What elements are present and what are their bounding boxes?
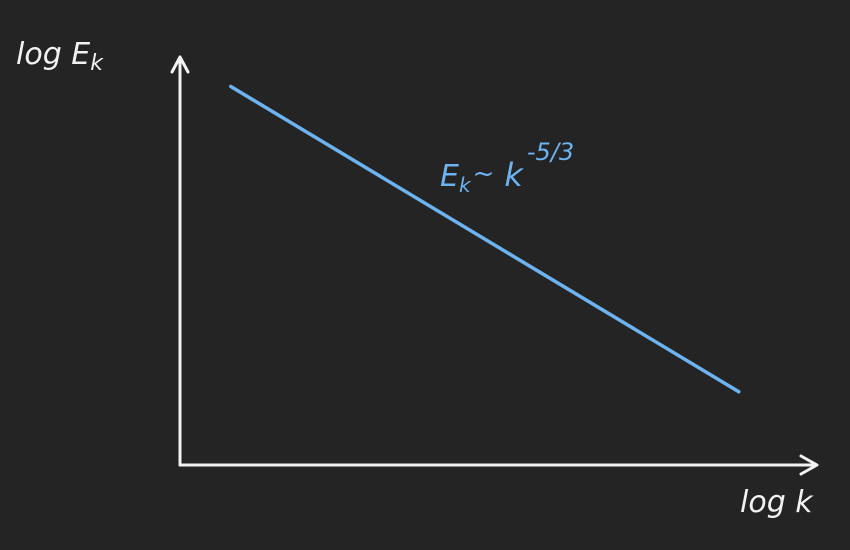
annotation-base: E	[440, 159, 459, 194]
x-axis	[178, 454, 819, 476]
y-axis-label-subscript: k	[90, 51, 104, 76]
series-line-kolmogorov	[229, 84, 741, 394]
y-axis-arrowhead	[170, 55, 190, 74]
x-axis-label: log k	[740, 485, 814, 520]
x-axis-arrowhead	[799, 454, 819, 476]
y-axis	[170, 55, 190, 467]
annotation-variable: k	[504, 156, 524, 194]
y-axis-label-main: log E	[16, 37, 90, 72]
series-annotation: Ek~ k-5/3	[440, 138, 574, 197]
y-axis-label: log Ek	[16, 37, 104, 76]
annotation-subscript: k	[459, 173, 472, 197]
annotation-exponent: -5/3	[527, 138, 574, 166]
annotation-operator: ~	[473, 159, 495, 189]
